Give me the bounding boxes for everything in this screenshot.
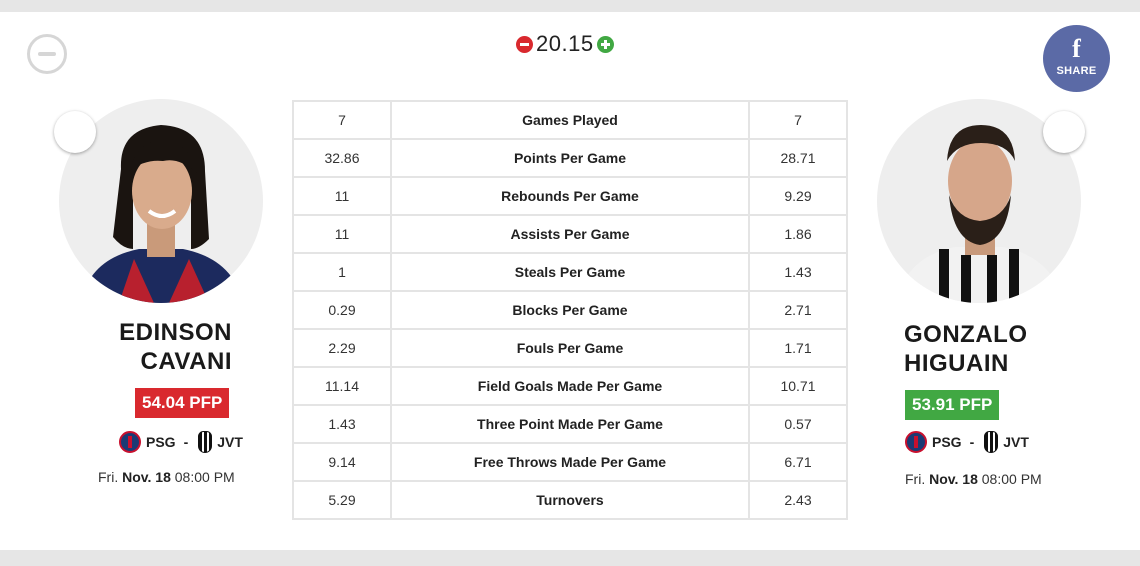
left-game-date: Fri. Nov. 18 08:00 PM (98, 469, 235, 485)
right-date-day: Fri. (905, 471, 926, 487)
remove-comparison-icon[interactable] (27, 34, 67, 74)
right-swap-button[interactable] (1043, 111, 1085, 153)
stat-label: Field Goals Made Per Game (390, 366, 750, 406)
stat-label: Blocks Per Game (390, 290, 750, 330)
stat-label: Steals Per Game (390, 252, 750, 292)
score-diff-value: 20.15 (536, 31, 594, 56)
right-stat-value: 7 (748, 100, 848, 140)
stats-comparison-table: 7 Games Played 7 32.86 Points Per Game 2… (292, 100, 848, 520)
left-player-matchup: PSG - JVT (119, 431, 243, 453)
left-date-day: Fri. (98, 469, 119, 485)
right-player-name: GONZALO HIGUAIN (904, 320, 1104, 378)
decrease-icon[interactable] (516, 35, 533, 53)
left-stat-value: 5.29 (292, 480, 392, 520)
table-row: 1.43 Three Point Made Per Game 0.57 (292, 404, 848, 444)
share-button[interactable]: f SHARE (1043, 25, 1110, 92)
left-stat-value: 0.29 (292, 290, 392, 330)
stat-label: Three Point Made Per Game (390, 404, 750, 444)
right-stat-value: 2.43 (748, 480, 848, 520)
left-stat-value: 9.14 (292, 442, 392, 482)
table-row: 2.29 Fouls Per Game 1.71 (292, 328, 848, 368)
left-stat-value: 11 (292, 176, 392, 216)
table-row: 9.14 Free Throws Made Per Game 6.71 (292, 442, 848, 482)
right-stat-value: 1.86 (748, 214, 848, 254)
stat-label: Turnovers (390, 480, 750, 520)
table-row: 5.29 Turnovers 2.43 (292, 480, 848, 520)
left-player-avatar (59, 99, 263, 303)
right-player-pfp-badge: 53.91 PFP (905, 390, 1000, 420)
right-player-last-name: HIGUAIN (904, 350, 1009, 377)
juventus-crest-icon (984, 431, 999, 453)
increase-icon[interactable] (596, 35, 614, 53)
table-row: 32.86 Points Per Game 28.71 (292, 138, 848, 178)
left-stat-value: 11 (292, 214, 392, 254)
left-away-team: JVT (217, 434, 243, 450)
facebook-icon: f (1072, 34, 1081, 63)
right-stat-value: 2.71 (748, 290, 848, 330)
left-date-md: Nov. 18 (122, 469, 171, 485)
score-difference: 20.15 (516, 29, 614, 59)
stat-label: Free Throws Made Per Game (390, 442, 750, 482)
psg-crest-icon (119, 431, 141, 453)
right-stat-value: 1.43 (748, 252, 848, 292)
left-player-first-name: EDINSON (119, 319, 232, 346)
matchup-separator: - (183, 434, 189, 450)
right-player-first-name: GONZALO (904, 321, 1028, 348)
left-stat-value: 1.43 (292, 404, 392, 444)
right-game-date: Fri. Nov. 18 08:00 PM (905, 471, 1042, 487)
right-stat-value: 28.71 (748, 138, 848, 178)
table-row: 11 Rebounds Per Game 9.29 (292, 176, 848, 216)
stat-label: Fouls Per Game (390, 328, 750, 368)
matchup-separator: - (969, 434, 975, 450)
right-away-team: JVT (1003, 434, 1029, 450)
left-stat-value: 32.86 (292, 138, 392, 178)
stat-label: Assists Per Game (390, 214, 750, 254)
right-stat-value: 1.71 (748, 328, 848, 368)
stat-label: Games Played (390, 100, 750, 140)
left-player-pfp-badge: 54.04 PFP (135, 388, 230, 418)
table-row: 0.29 Blocks Per Game 2.71 (292, 290, 848, 330)
right-stat-value: 0.57 (748, 404, 848, 444)
right-player-matchup: PSG - JVT (905, 431, 1029, 453)
left-home-team: PSG (146, 434, 176, 450)
right-stat-value: 6.71 (748, 442, 848, 482)
table-row: 1 Steals Per Game 1.43 (292, 252, 848, 292)
right-home-team: PSG (932, 434, 962, 450)
left-swap-button[interactable] (54, 111, 96, 153)
right-date-md: Nov. 18 (929, 471, 978, 487)
left-stat-value: 11.14 (292, 366, 392, 406)
psg-crest-icon (905, 431, 927, 453)
left-stat-value: 1 (292, 252, 392, 292)
comparison-card: 20.15 f SHARE (0, 12, 1140, 550)
table-row: 7 Games Played 7 (292, 100, 848, 140)
left-player-last-name: CAVANI (140, 348, 232, 375)
right-date-time: 08:00 PM (981, 471, 1042, 487)
left-date-time: 08:00 PM (174, 469, 235, 485)
left-stat-value: 7 (292, 100, 392, 140)
right-stat-value: 10.71 (748, 366, 848, 406)
juventus-crest-icon (198, 431, 213, 453)
left-player-name: EDINSON CAVANI (32, 318, 232, 376)
table-row: 11 Assists Per Game 1.86 (292, 214, 848, 254)
stat-label: Rebounds Per Game (390, 176, 750, 216)
right-stat-value: 9.29 (748, 176, 848, 216)
stat-label: Points Per Game (390, 138, 750, 178)
left-stat-value: 2.29 (292, 328, 392, 368)
table-row: 11.14 Field Goals Made Per Game 10.71 (292, 366, 848, 406)
share-label: SHARE (1056, 65, 1097, 77)
